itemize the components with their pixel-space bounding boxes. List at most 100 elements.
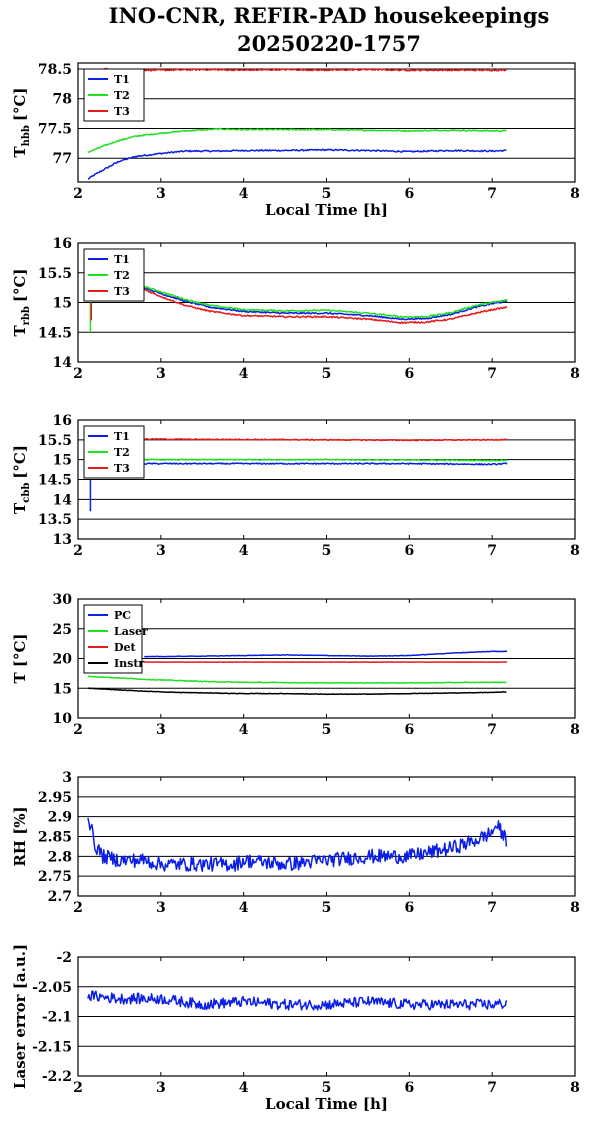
y-axis-label: RH [%] xyxy=(11,806,29,866)
x-tick-label: 2 xyxy=(73,186,83,202)
y-axis-label: Tcbb [°C] xyxy=(11,445,32,514)
panel-rbb: 14 14.5 15 15.5 16 2 3 4 5 6 7 8 T1 T2 T3 Trbb [°C] xyxy=(11,236,580,382)
x-tick-label: 5 xyxy=(322,186,332,202)
x-tick-label: 7 xyxy=(487,722,497,738)
x-tick-label: 3 xyxy=(156,1080,166,1096)
y-axis-label-sub: cbb xyxy=(21,483,32,503)
x-tick-label: 2 xyxy=(73,366,83,382)
y-axis-label-main: T xyxy=(11,502,29,514)
legend-label: T3 xyxy=(114,462,130,475)
x-tick-label: 3 xyxy=(156,900,166,916)
y-tick-label: 3 xyxy=(62,770,72,786)
x-tick-label: 3 xyxy=(156,366,166,382)
legend-label: Instr xyxy=(114,657,144,670)
y-tick-label: 15.5 xyxy=(38,266,72,282)
y-tick-label: 20 xyxy=(53,652,73,668)
panel-laser: -2.2 -2.15 -2.1 -2.05 -2 2 3 4 5 6 7 8 Laser error [… xyxy=(11,944,580,1113)
legend-label: T2 xyxy=(114,89,130,102)
y-tick-label: 78 xyxy=(53,92,72,108)
x-tick-label: 8 xyxy=(570,900,580,916)
y-tick-label: 15.5 xyxy=(38,433,72,449)
series-line-t2 xyxy=(87,127,507,154)
legend-box xyxy=(83,604,143,674)
panel-cbb: 13 13.5 14 14.5 15 15.5 16 2 3 4 5 6 7 8 T1 T2 T3 Tcbb [°C… xyxy=(11,413,580,559)
x-tick-label: 3 xyxy=(156,543,166,559)
legend-label: PC xyxy=(114,609,131,622)
x-tick-label: 8 xyxy=(570,186,580,202)
y-tick-label: 25 xyxy=(53,622,72,638)
y-axis-label-sub: rbb xyxy=(21,306,32,325)
y-tick-label: 14 xyxy=(53,492,73,508)
y-tick-label: 14.5 xyxy=(38,325,72,341)
series-line-t3 xyxy=(144,437,508,442)
x-tick-label: 6 xyxy=(404,186,414,202)
x-tick-label: 6 xyxy=(404,543,414,559)
series-line-laser xyxy=(87,675,507,684)
y-tick-label: -2.15 xyxy=(32,1039,72,1055)
y-axis-label-main: T xyxy=(11,325,29,337)
panel-temps: 10 15 20 25 30 2 3 4 5 6 7 8 PC Laser Det Instr T [°C] xyxy=(11,592,580,738)
x-tick-label: 7 xyxy=(487,900,497,916)
x-tick-label: 6 xyxy=(404,900,414,916)
x-tick-label: 8 xyxy=(570,366,580,382)
y-tick-label: 10 xyxy=(53,711,73,727)
y-axis-label-unit: [°C] xyxy=(11,268,29,302)
y-tick-label: 78.5 xyxy=(38,62,72,78)
x-tick-label: 8 xyxy=(570,1080,580,1096)
x-tick-label: 7 xyxy=(487,186,497,202)
plot-frame xyxy=(77,419,576,540)
y-axis-label-unit: [°C] xyxy=(11,87,29,121)
y-tick-label: 2.95 xyxy=(38,790,72,806)
series-line-t1 xyxy=(143,287,508,321)
y-axis-label-unit: [°C] xyxy=(11,445,29,479)
plot-frame xyxy=(77,598,576,719)
series-line-value xyxy=(87,817,508,872)
legend-label: T3 xyxy=(114,105,130,118)
x-tick-label: 5 xyxy=(322,1080,332,1096)
y-axis-label-main: Laser error [a.u.] xyxy=(11,944,29,1089)
x-tick-label: 4 xyxy=(239,900,249,916)
y-tick-label: 15 xyxy=(53,296,72,312)
y-tick-label: -2 xyxy=(56,950,72,966)
x-tick-label: 4 xyxy=(239,543,249,559)
y-tick-label: 15 xyxy=(53,453,72,469)
y-tick-label: 2.7 xyxy=(48,889,72,905)
x-axis-label: Local Time [h] xyxy=(265,1095,388,1113)
y-tick-label: 77.5 xyxy=(38,121,72,137)
legend-label: T1 xyxy=(114,430,130,443)
x-tick-label: 7 xyxy=(487,543,497,559)
y-tick-label: 13 xyxy=(53,532,72,548)
x-tick-label: 8 xyxy=(570,722,580,738)
legend-label: T1 xyxy=(114,73,130,86)
y-axis-label-main: RH [%] xyxy=(11,806,29,866)
x-tick-label: 2 xyxy=(73,722,83,738)
plot-frame xyxy=(77,776,576,897)
x-tick-label: 5 xyxy=(322,722,332,738)
y-tick-label: 15 xyxy=(53,681,72,697)
legend-label: Det xyxy=(114,641,137,654)
x-tick-label: 6 xyxy=(404,722,414,738)
y-tick-label: 77 xyxy=(53,151,72,167)
x-tick-label: 4 xyxy=(239,1080,249,1096)
y-axis-label: T [°C] xyxy=(11,633,29,683)
x-tick-label: 6 xyxy=(404,1080,414,1096)
y-tick-label: 2.85 xyxy=(38,830,72,846)
plot-frame xyxy=(77,956,576,1077)
y-tick-label: 14 xyxy=(53,355,73,371)
series-line-t2 xyxy=(144,458,508,462)
y-tick-label: 30 xyxy=(53,592,73,608)
y-axis-label: Trbb [°C] xyxy=(11,268,32,336)
x-tick-label: 7 xyxy=(487,366,497,382)
series-line-t1 xyxy=(144,462,508,466)
legend-label: T2 xyxy=(114,269,130,282)
series-line-pc xyxy=(144,650,508,658)
y-tick-label: 16 xyxy=(53,413,72,429)
series-line-t1 xyxy=(87,148,507,180)
x-tick-label: 6 xyxy=(404,366,414,382)
y-axis-label-sub: hbb xyxy=(21,125,32,146)
x-tick-label: 3 xyxy=(156,186,166,202)
y-axis-label-main: T [°C] xyxy=(11,633,29,683)
y-tick-label: 16 xyxy=(53,236,72,252)
